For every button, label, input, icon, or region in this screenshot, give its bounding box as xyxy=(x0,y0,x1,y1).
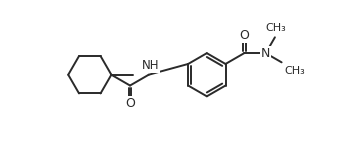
Text: O: O xyxy=(239,29,249,42)
Text: CH₃: CH₃ xyxy=(285,66,306,76)
Text: NH: NH xyxy=(142,59,160,72)
Text: O: O xyxy=(125,97,135,110)
Text: CH₃: CH₃ xyxy=(265,24,286,33)
Text: N: N xyxy=(261,47,270,60)
